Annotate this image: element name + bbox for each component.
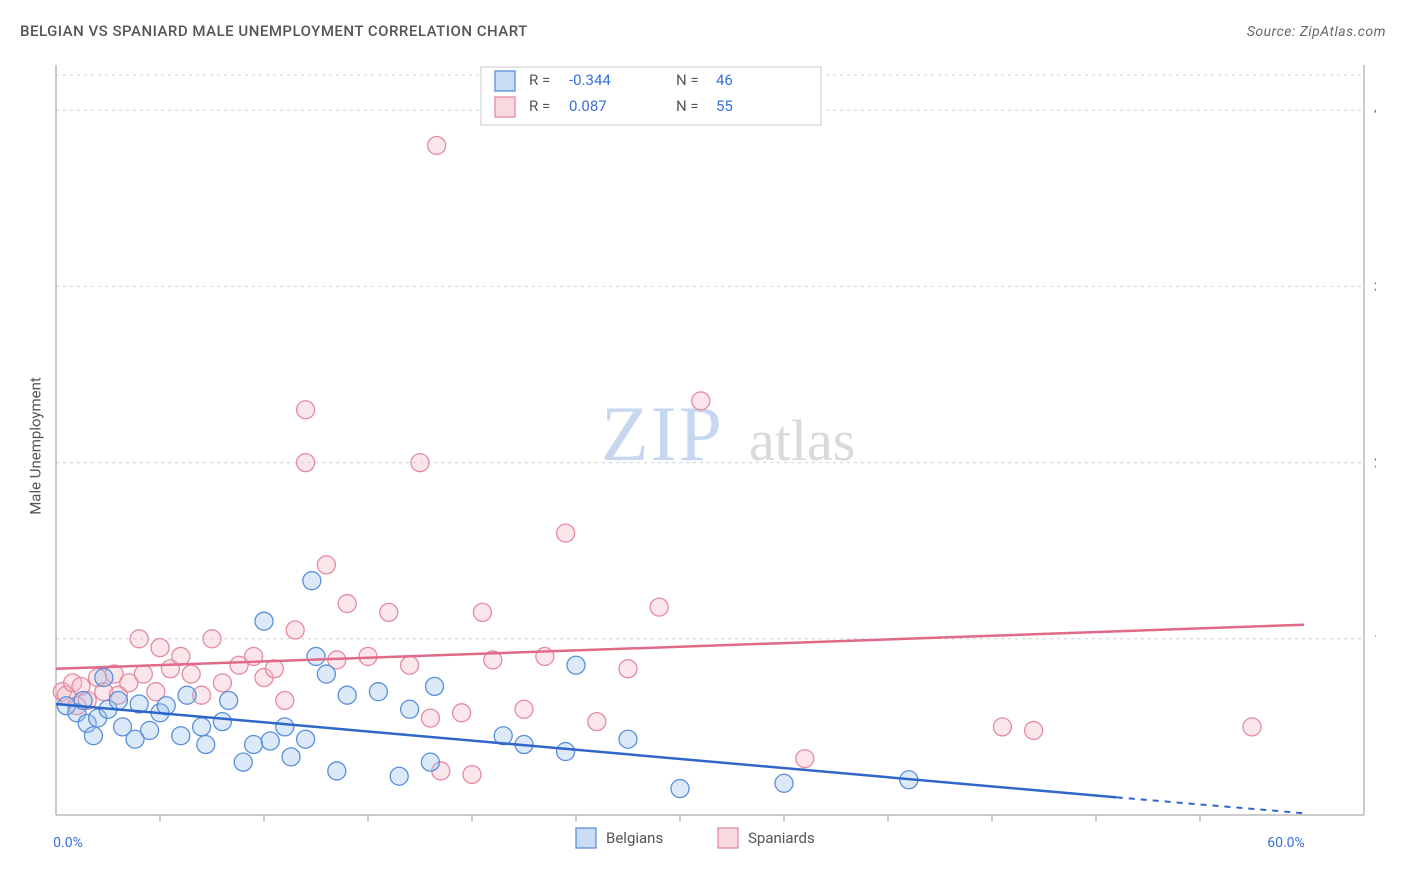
svg-text:60.0%: 60.0%: [1267, 835, 1305, 851]
data-point: [286, 621, 304, 639]
data-point: [151, 639, 169, 657]
data-point: [411, 454, 429, 472]
svg-text:R =: R =: [529, 71, 550, 89]
data-point: [134, 665, 152, 683]
data-point: [234, 753, 252, 771]
data-point: [671, 780, 689, 798]
svg-text:N =: N =: [676, 71, 699, 89]
data-point: [220, 691, 238, 709]
data-point: [463, 765, 481, 783]
data-point: [303, 572, 321, 590]
svg-text:atlas: atlas: [749, 408, 855, 473]
scatter-chart: 0.0%60.0%10.0%20.0%30.0%40.0%ZIPatlasR =…: [46, 55, 1376, 855]
data-point: [1243, 718, 1261, 736]
data-point: [245, 736, 263, 754]
data-point: [109, 691, 127, 709]
data-point: [557, 743, 575, 761]
data-point: [297, 454, 315, 472]
legend-label: Belgians: [606, 829, 663, 847]
data-point: [95, 669, 113, 687]
data-point: [297, 730, 315, 748]
data-point: [282, 748, 300, 766]
data-point: [421, 753, 439, 771]
data-point: [557, 524, 575, 542]
data-point: [213, 713, 231, 731]
data-point: [276, 718, 294, 736]
data-point: [796, 750, 814, 768]
data-point: [307, 647, 325, 665]
data-point: [473, 603, 491, 621]
source-label: Source: ZipAtlas.com: [1247, 24, 1386, 40]
data-point: [328, 762, 346, 780]
data-point: [130, 630, 148, 648]
legend-swatch: [495, 97, 515, 117]
svg-text:-0.344: -0.344: [569, 71, 611, 89]
svg-text:0.0%: 0.0%: [53, 835, 83, 851]
data-point: [84, 727, 102, 745]
data-point: [255, 612, 273, 630]
data-point: [369, 683, 387, 701]
svg-text:20.0%: 20.0%: [1374, 456, 1376, 472]
data-point: [650, 598, 668, 616]
data-point: [1025, 721, 1043, 739]
data-point: [193, 718, 211, 736]
data-point: [390, 767, 408, 785]
data-point: [426, 677, 444, 695]
data-point: [182, 665, 200, 683]
data-point: [619, 730, 637, 748]
trendline: [56, 625, 1304, 669]
svg-text:0.087: 0.087: [569, 97, 607, 115]
svg-text:55: 55: [716, 97, 733, 115]
data-point: [428, 136, 446, 154]
data-point: [317, 665, 335, 683]
data-point: [317, 556, 335, 574]
svg-text:40.0%: 40.0%: [1374, 103, 1376, 119]
data-point: [172, 647, 190, 665]
chart-title: BELGIAN VS SPANIARD MALE UNEMPLOYMENT CO…: [20, 22, 528, 40]
trendline-extrapolated: [1117, 797, 1304, 813]
data-point: [453, 704, 471, 722]
legend-swatch: [495, 71, 515, 91]
data-point: [338, 595, 356, 613]
svg-text:N =: N =: [676, 97, 699, 115]
data-point: [775, 774, 793, 792]
data-point: [141, 721, 159, 739]
data-point: [421, 709, 439, 727]
data-point: [276, 691, 294, 709]
data-point: [993, 718, 1011, 736]
data-point: [380, 603, 398, 621]
svg-text:10.0%: 10.0%: [1374, 632, 1376, 648]
svg-text:30.0%: 30.0%: [1374, 279, 1376, 295]
data-point: [261, 732, 279, 750]
data-point: [172, 727, 190, 745]
data-point: [619, 660, 637, 678]
title-bar: BELGIAN VS SPANIARD MALE UNEMPLOYMENT CO…: [20, 22, 1386, 40]
y-axis-label: Male Unemployment: [27, 377, 45, 515]
data-point: [178, 686, 196, 704]
data-point: [692, 392, 710, 410]
legend-swatch: [576, 828, 596, 848]
data-point: [401, 700, 419, 718]
data-point: [338, 686, 356, 704]
data-point: [401, 656, 419, 674]
legend-swatch: [718, 828, 738, 848]
svg-text:R =: R =: [529, 97, 550, 115]
svg-text:46: 46: [716, 71, 733, 89]
data-point: [297, 401, 315, 419]
data-point: [197, 736, 215, 754]
data-point: [567, 656, 585, 674]
data-point: [515, 700, 533, 718]
trendline: [56, 704, 1117, 797]
legend-label: Spaniards: [748, 829, 815, 847]
data-point: [213, 674, 231, 692]
data-point: [203, 630, 221, 648]
data-point: [588, 713, 606, 731]
